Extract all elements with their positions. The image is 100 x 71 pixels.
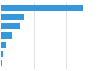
Bar [1, 23, 20, 29]
Bar [1, 14, 24, 20]
Bar [1, 51, 3, 57]
Bar [1, 60, 2, 66]
Bar [1, 5, 83, 11]
Bar [1, 33, 12, 38]
Bar [1, 42, 6, 48]
